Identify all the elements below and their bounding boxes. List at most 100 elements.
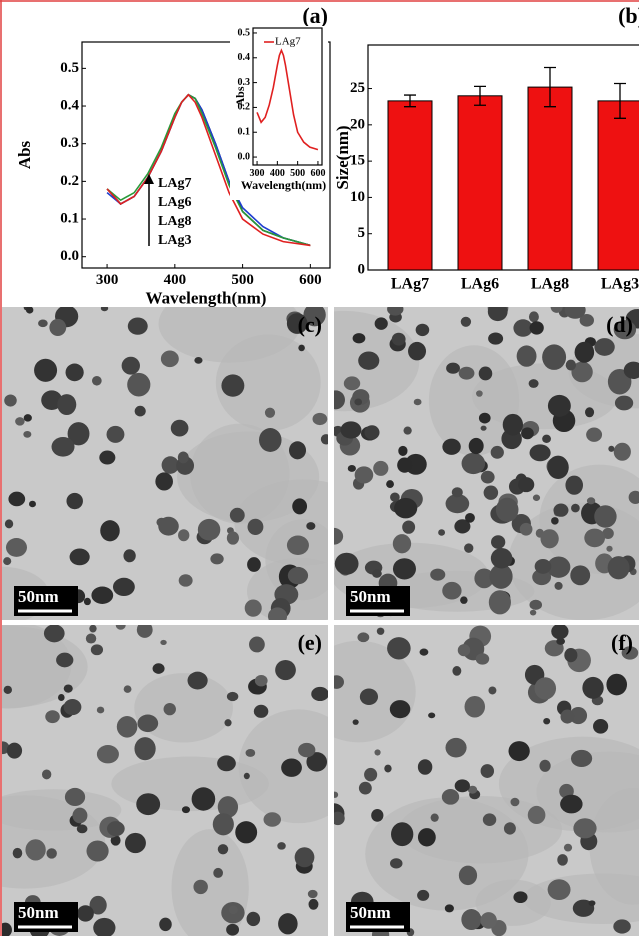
nanoparticle [288, 567, 308, 584]
nanoparticle [7, 743, 22, 759]
nanoparticle [509, 741, 530, 761]
arrow-head [144, 174, 154, 184]
nanoparticle [464, 543, 473, 553]
panel-label: (e) [298, 630, 322, 655]
y-tick-label: 25 [350, 80, 365, 96]
nanoparticle [198, 519, 220, 541]
nanoparticle [547, 456, 568, 479]
nanoparticle [4, 686, 12, 694]
nanoparticle [491, 446, 504, 459]
nanoparticle [275, 660, 296, 680]
nanoparticle [461, 909, 481, 930]
nanoparticle [66, 493, 82, 509]
nanoparticle [548, 395, 571, 417]
nanoparticle [344, 376, 360, 390]
tem-shade [134, 673, 233, 742]
nanoparticle [371, 809, 383, 822]
nanoparticle [136, 793, 160, 815]
nanoparticle [481, 426, 487, 431]
nanoparticle [461, 317, 471, 327]
panel-label: (b) [618, 3, 639, 28]
nanoparticle [64, 699, 82, 715]
nanoparticle [606, 674, 627, 696]
nanoparticle [510, 798, 519, 807]
nanoparticle [513, 891, 527, 903]
nanoparticle [465, 513, 475, 523]
nanoparticle [353, 719, 359, 725]
nanoparticle [298, 743, 315, 757]
x-tick-label: 300 [96, 272, 119, 288]
nanoparticle [402, 520, 415, 533]
nanoparticle [575, 342, 595, 363]
nanoparticle [608, 446, 614, 452]
nanoparticle [127, 373, 150, 397]
nanoparticle [479, 413, 491, 424]
nanoparticle [564, 844, 572, 852]
nanoparticle [480, 912, 496, 929]
nanoparticle [97, 745, 119, 763]
nanoparticle [394, 498, 417, 519]
nanoparticle [25, 839, 45, 860]
nanoparticle [357, 632, 369, 642]
nanoparticle [614, 443, 631, 461]
nanoparticle [92, 376, 102, 386]
nanoparticle [560, 795, 582, 814]
nanoparticle [64, 684, 73, 692]
nanoparticle [587, 497, 595, 504]
nanoparticle [533, 494, 540, 500]
nanoparticle [551, 624, 568, 640]
nanoparticle [309, 899, 319, 910]
nanoparticle [529, 311, 539, 322]
nanoparticle [458, 644, 470, 656]
nanoparticle [417, 890, 429, 901]
nanoparticle [247, 912, 261, 926]
tem-image: (f)50nm [302, 624, 639, 936]
tem-image: (c)50nm [0, 285, 372, 625]
nanoparticle [135, 406, 146, 417]
bar [598, 101, 639, 270]
nanoparticle [58, 694, 65, 701]
nanoparticle [210, 553, 223, 564]
legend-label: LAg6 [158, 195, 191, 210]
nanoparticle [101, 305, 108, 311]
nanoparticle [56, 653, 73, 668]
nanoparticle [277, 842, 286, 850]
nanoparticle [255, 675, 268, 686]
nanoparticle [530, 444, 551, 461]
y-tick-label: 0.5 [60, 60, 79, 76]
nanoparticle [430, 569, 445, 581]
y-tick-label: 0.2 [60, 173, 79, 189]
nanoparticle [124, 685, 132, 693]
tem-content: (e)50nm [0, 620, 358, 936]
nanoparticle [164, 703, 176, 715]
y-axis-label: Size(nm) [333, 125, 352, 189]
nanoparticle [455, 779, 470, 792]
nanoparticle [488, 333, 503, 345]
nanoparticle [445, 904, 454, 912]
nanoparticle [391, 822, 413, 846]
nanoparticle [397, 458, 412, 473]
nanoparticle [358, 351, 379, 369]
nanoparticle [521, 427, 534, 439]
nanoparticle [107, 821, 125, 836]
nanoparticle [551, 301, 563, 313]
nanoparticle [392, 333, 406, 346]
nanoparticle [8, 492, 25, 507]
nanoparticle [355, 466, 374, 483]
nanoparticle [535, 559, 552, 574]
nanoparticle [49, 319, 66, 336]
nanoparticle [254, 705, 269, 718]
nanoparticle [503, 414, 523, 436]
nanoparticle [354, 398, 362, 405]
nanoparticle [442, 582, 461, 600]
nanoparticle [403, 427, 411, 435]
nanoparticle [159, 918, 172, 931]
x-tick-label: 600 [299, 272, 322, 288]
nanoparticle [178, 451, 189, 463]
nanoparticle [329, 675, 344, 689]
nanoparticle [566, 360, 576, 371]
y-axis-label: Abs [233, 86, 247, 106]
nanoparticle [528, 806, 546, 824]
nanoparticle [476, 653, 489, 664]
nanoparticle [465, 696, 486, 718]
